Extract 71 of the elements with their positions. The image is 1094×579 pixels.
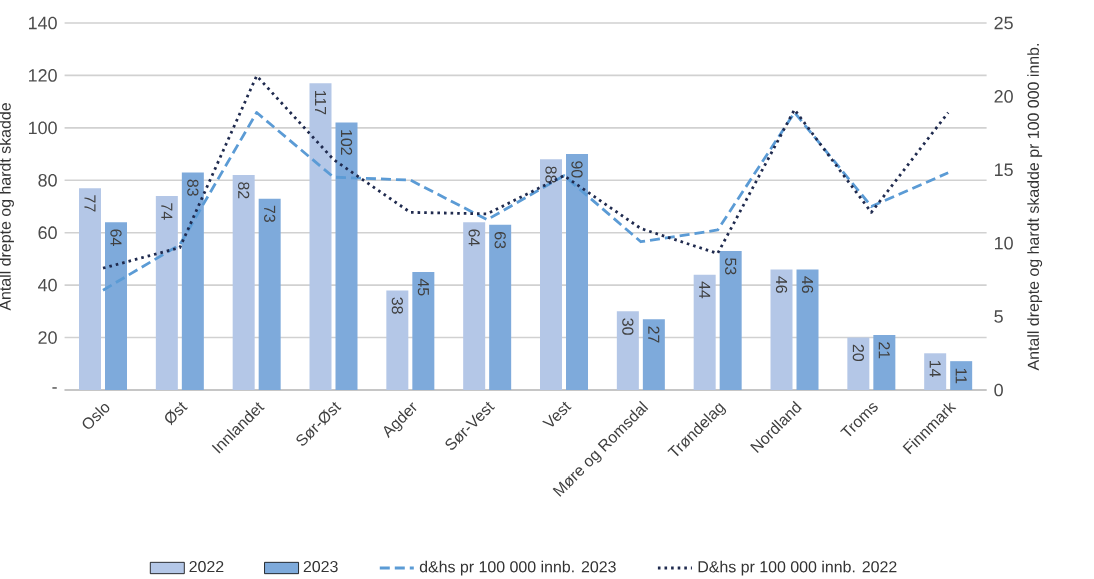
bar — [412, 272, 435, 390]
bar — [566, 154, 589, 390]
y2-tick-label: 20 — [994, 90, 1013, 103]
y2-tick-label: 10 — [995, 236, 1013, 250]
data-label: 88 — [545, 166, 557, 183]
bar — [693, 274, 716, 390]
y-tick-label: 20 — [38, 331, 57, 344]
data-label: 64 — [110, 229, 122, 246]
data-label: 73 — [264, 205, 276, 223]
y-tick-label: 40 — [38, 278, 57, 292]
data-label: 46 — [801, 276, 814, 293]
bar — [873, 334, 896, 390]
data-label: 45 — [417, 278, 429, 296]
data-label: 44 — [699, 281, 711, 299]
bar — [155, 196, 178, 390]
data-label: 46 — [775, 276, 788, 293]
data-label: 53 — [725, 258, 737, 275]
data-label: 64 — [468, 229, 480, 246]
bar — [770, 269, 793, 390]
bar — [105, 222, 127, 390]
data-label: 82 — [238, 182, 250, 199]
y2-tick-label: 25 — [994, 16, 1013, 30]
bar — [847, 337, 870, 390]
bar — [79, 188, 101, 390]
data-label: 83 — [187, 179, 199, 196]
y-tick-label: 140 — [29, 16, 57, 30]
x-tick-label: Oslo — [82, 403, 110, 429]
bar — [719, 251, 742, 390]
data-label: 74 — [161, 203, 173, 220]
y-tick-label: 100 — [29, 121, 57, 135]
bar — [463, 222, 486, 390]
bar — [924, 353, 947, 390]
data-label: 38 — [391, 297, 403, 314]
bar — [540, 159, 563, 390]
bar — [232, 175, 255, 390]
legend-label: D&hs pr 100 000 innb. 2022 — [698, 560, 897, 576]
bar — [489, 224, 512, 390]
bar — [386, 290, 409, 390]
bar — [642, 319, 665, 390]
bar — [950, 361, 973, 390]
bar — [181, 172, 204, 390]
data-label: 21 — [878, 342, 890, 359]
y-tick-label: 80 — [38, 173, 57, 187]
y2-tick-label: 5 — [994, 310, 1003, 323]
bar — [616, 311, 639, 390]
legend-label: 2022 — [189, 560, 224, 573]
bar — [796, 269, 819, 390]
bar — [335, 122, 358, 390]
data-label: 11 — [955, 368, 967, 384]
data-label: 117 — [315, 90, 326, 115]
data-label: 63 — [494, 232, 506, 249]
y2-tick-label: 15 — [995, 163, 1013, 177]
y-tick-label: 120 — [29, 69, 57, 82]
data-label: 14 — [929, 360, 941, 377]
legend-label: d&hs pr 100 000 innb. 2023 — [419, 560, 616, 576]
y-tick-label: - — [52, 387, 57, 389]
bar — [258, 198, 281, 390]
y2-tick-label: 0 — [994, 383, 1003, 397]
x-tick-label: Øst — [165, 402, 188, 426]
data-label: 27 — [648, 326, 660, 343]
data-label: 90 — [571, 161, 583, 178]
data-label: 20 — [852, 344, 864, 362]
legend-label: 2023 — [303, 560, 338, 573]
data-label: 30 — [622, 318, 634, 335]
x-tick-label: Vest — [542, 401, 572, 427]
data-label: 77 — [84, 195, 96, 212]
y2-axis-title: Antall drepte og hardt skadde pr 100 000 innb. — [1027, 44, 1043, 371]
y-tick-label: 60 — [38, 226, 57, 240]
bar — [309, 83, 332, 390]
y-axis-title: Antall drepte og hardt skadde — [0, 103, 14, 311]
data-label: 102 — [340, 130, 353, 155]
